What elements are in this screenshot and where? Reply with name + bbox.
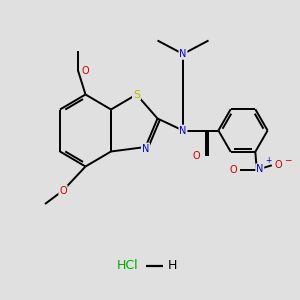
Text: O: O xyxy=(82,65,89,76)
Text: N: N xyxy=(142,143,149,154)
Text: N: N xyxy=(179,125,187,136)
Text: O: O xyxy=(59,185,67,196)
Text: O: O xyxy=(274,160,282,170)
Text: HCl: HCl xyxy=(117,259,138,272)
Text: +: + xyxy=(265,156,272,165)
Text: −: − xyxy=(284,155,291,164)
Text: H: H xyxy=(168,259,177,272)
Text: N: N xyxy=(179,49,187,59)
Text: S: S xyxy=(133,89,140,100)
Text: O: O xyxy=(193,151,200,161)
Text: O: O xyxy=(230,165,238,175)
Text: N: N xyxy=(256,164,263,174)
